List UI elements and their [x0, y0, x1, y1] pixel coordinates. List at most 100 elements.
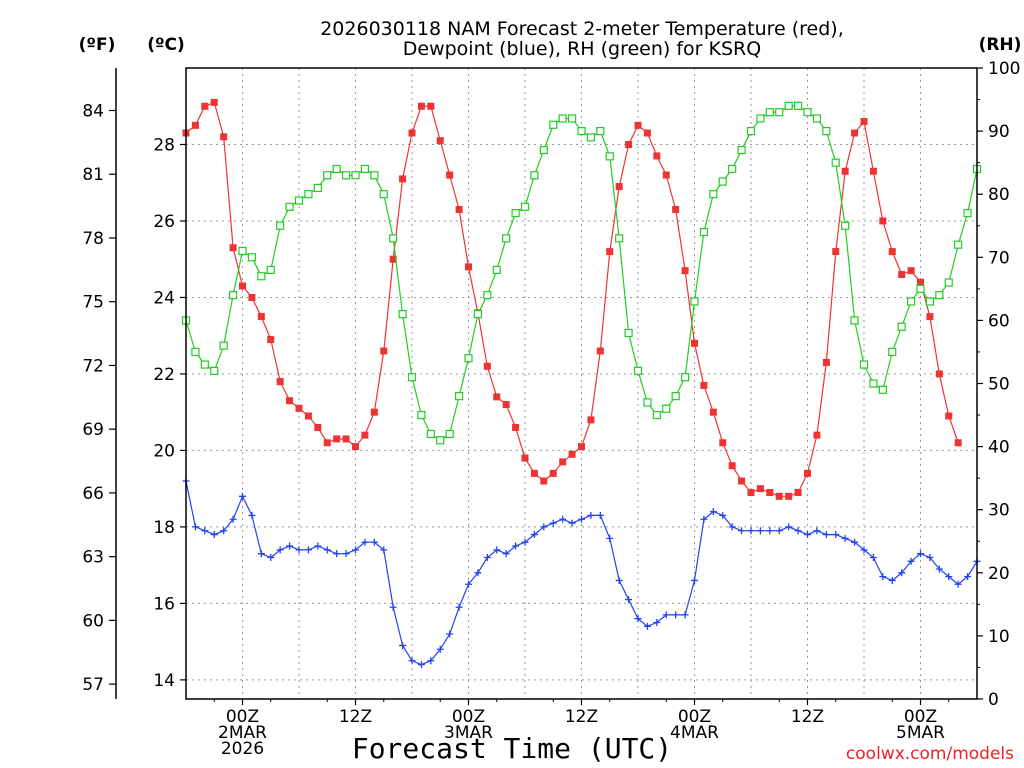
rh-point — [718, 177, 727, 186]
x-tick-label: 2026 — [221, 739, 264, 759]
rh-point — [549, 120, 558, 129]
temperature-point — [502, 401, 510, 409]
temperature-point — [408, 129, 416, 137]
rh-point — [878, 385, 887, 394]
rh-point — [530, 171, 539, 180]
rh-point — [850, 316, 859, 325]
series-dewpoint — [182, 477, 981, 669]
temperature-point — [832, 248, 840, 256]
dewpoint-point — [229, 515, 237, 523]
dewpoint-point — [653, 619, 661, 627]
rh-point — [756, 114, 765, 123]
rh-point — [379, 190, 388, 199]
chart-title-line-2: Dewpoint (blue), RH (green) for KSRQ — [403, 38, 761, 60]
rh-point — [454, 392, 464, 401]
temperature-point — [276, 378, 284, 386]
dewpoint-point — [888, 576, 896, 584]
dewpoint-point — [427, 657, 435, 665]
rh-point — [812, 114, 822, 123]
temperature-point — [917, 278, 924, 286]
celsius-tick-label: 18 — [153, 518, 175, 538]
series-2-meter-temperature — [182, 98, 962, 500]
x-tick-label: 12Z — [791, 707, 824, 727]
dewpoint-point — [879, 573, 887, 581]
dewpoint-point — [606, 534, 614, 542]
temperature-point — [267, 336, 275, 344]
rh-point — [671, 392, 680, 401]
dewpoint-point — [775, 527, 783, 535]
dewpoint-point — [483, 554, 491, 562]
celsius-unit-label: (ºC) — [147, 35, 185, 55]
rh-point — [511, 209, 520, 218]
temperature-point — [220, 133, 228, 141]
x-tick-label: 2MAR — [218, 723, 267, 743]
rh-point — [577, 126, 586, 136]
dewpoint-point — [342, 550, 350, 558]
dewpoint-point — [333, 550, 341, 558]
dewpoint-point — [643, 622, 651, 630]
temperature-point — [399, 175, 407, 183]
rh-tick-label: 0 — [988, 690, 999, 710]
rh-point — [728, 164, 737, 174]
temperature-point — [389, 255, 397, 263]
temperature-point — [239, 282, 246, 290]
fahrenheit-tick-label: 69 — [82, 420, 104, 440]
temperature-point — [295, 404, 303, 412]
temperature-point — [436, 137, 444, 145]
dewpoint-point — [691, 576, 698, 584]
x-tick-label: 00Z — [678, 707, 711, 727]
temperature-point — [860, 118, 868, 126]
rh-point — [567, 114, 577, 123]
dewpoint-point — [756, 527, 764, 535]
dewpoint-point — [267, 554, 275, 562]
dewpoint-point — [493, 546, 501, 554]
temperature-point — [719, 439, 727, 447]
dewpoint-point — [239, 492, 246, 500]
fahrenheit-tick-label: 57 — [82, 675, 104, 695]
dewpoint-point — [417, 661, 425, 669]
rh-point — [746, 126, 756, 136]
temperature-point — [879, 217, 887, 225]
rh-unit-label: (RH) — [979, 35, 1022, 55]
series-line — [185, 101, 959, 497]
dewpoint-point — [323, 546, 331, 554]
rh-point — [304, 190, 313, 199]
dewpoint-point — [314, 542, 322, 550]
dewpoint-point — [907, 557, 915, 565]
rh-tick-label: 100 — [988, 59, 1020, 79]
dewpoint-point — [841, 534, 849, 542]
temperature-point — [248, 293, 256, 301]
rh-tick-label: 50 — [988, 375, 1010, 395]
dewpoint-point — [521, 538, 529, 546]
temperature-point — [229, 244, 237, 252]
rh-point — [266, 265, 275, 275]
rh-point — [228, 291, 238, 300]
temperature-point — [822, 358, 830, 366]
temperature-point — [662, 171, 670, 179]
rh-point — [332, 164, 341, 174]
x-tick-label: 12Z — [339, 707, 372, 727]
rh-point — [257, 272, 266, 281]
dewpoint-point — [578, 515, 585, 523]
temperature-point — [540, 477, 548, 485]
dewpoint-point — [389, 603, 397, 611]
temperature-point — [945, 412, 953, 420]
temperature-point — [465, 263, 472, 271]
rh-point — [502, 234, 511, 243]
rh-point — [426, 429, 435, 439]
dewpoint-point — [540, 523, 548, 531]
dewpoint-point — [681, 611, 689, 619]
rh-point — [351, 171, 360, 180]
rh-point — [464, 354, 473, 363]
rh-point — [492, 265, 501, 275]
rh-point — [954, 240, 963, 249]
temperature-point — [446, 171, 454, 179]
rh-point — [473, 309, 483, 319]
temperature-point — [869, 167, 877, 175]
dewpoint-point — [304, 546, 312, 554]
rh-point — [417, 410, 426, 420]
dewpoint-point — [869, 554, 877, 562]
temperature-point — [596, 347, 604, 355]
rh-point — [539, 145, 548, 155]
